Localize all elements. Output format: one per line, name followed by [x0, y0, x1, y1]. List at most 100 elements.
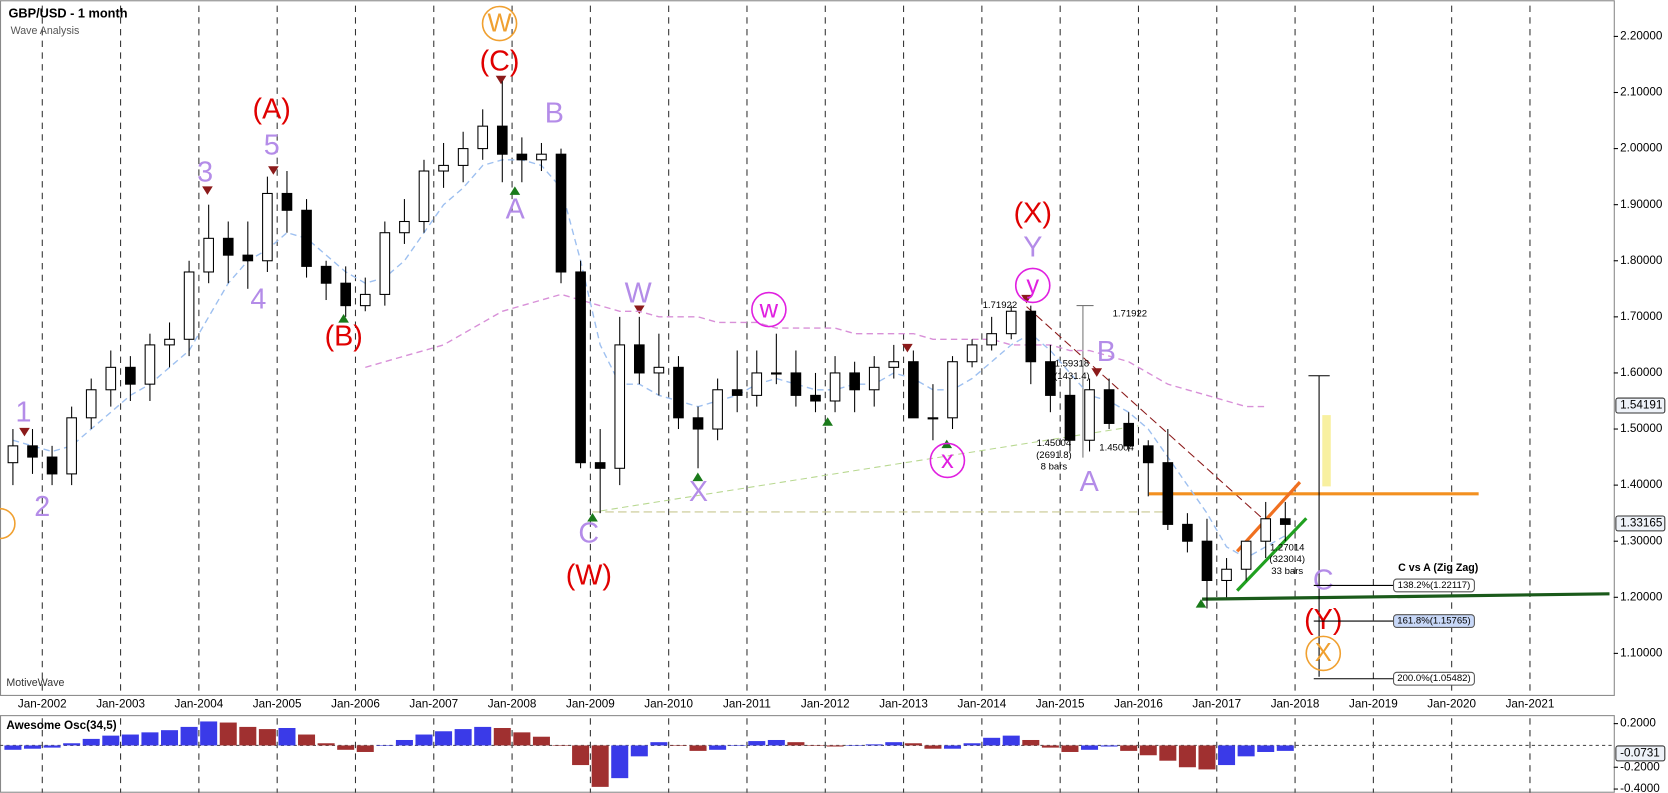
candle-body [614, 344, 626, 469]
oscillator-bar [1276, 745, 1294, 751]
oscillator-bar [963, 743, 981, 746]
wave-label: (A) [253, 94, 291, 126]
y-tick-label: 1.20000 [1620, 590, 1663, 603]
oscillator-bar [1159, 745, 1177, 761]
candle-body [66, 417, 77, 475]
oscillator-bar [846, 745, 864, 746]
oscillator-bar [924, 745, 942, 749]
oscillator-bar [141, 732, 159, 746]
candle-body [731, 389, 743, 396]
candle-body [359, 293, 371, 307]
wave-circle [481, 5, 518, 42]
price-box [1615, 515, 1666, 532]
wave-label: W [625, 278, 653, 310]
y-tick-label: 1.80000 [1620, 254, 1663, 267]
candle-body [222, 237, 234, 256]
oscillator-bar [591, 745, 609, 787]
fib-box [1393, 614, 1475, 628]
candle-body [575, 271, 586, 464]
measure-note: 1.59318 [1055, 358, 1090, 369]
chart-title: GBP/USD - 1 month [9, 5, 128, 20]
oscillator-bar [435, 731, 453, 746]
x-tick-label: Jan-2006 [331, 698, 380, 711]
measure-note: 1.71922 [983, 300, 1018, 311]
candle-body [947, 361, 958, 419]
oscillator-title: Awesome Osc(34,5) [6, 719, 116, 732]
y-tick-label: 1.40000 [1620, 478, 1663, 491]
y-tick-label: 2.20000 [1620, 30, 1663, 43]
oscillator-bar [532, 736, 550, 746]
x-tick-label: Jan-2009 [566, 698, 615, 711]
oscillator-bar [572, 745, 590, 766]
wave-label: (W) [566, 560, 612, 592]
measure-note: 33 bars [1271, 566, 1303, 577]
oscillator-bar [806, 745, 824, 746]
wave-label: C [1313, 565, 1334, 597]
osc-value-label: -0.0731 [1620, 747, 1660, 760]
candle-body [1182, 523, 1193, 542]
candle-body [771, 372, 782, 375]
candle-body [7, 445, 19, 464]
oscillator-bar [1237, 745, 1255, 757]
oscillator-bar [258, 729, 276, 746]
oscillator-bar [1218, 745, 1236, 766]
oscillator-bar [102, 735, 120, 746]
candle-body [594, 462, 606, 469]
chart-subtitle: Wave Analysis [11, 25, 80, 37]
x-tick-label: Jan-2017 [1192, 698, 1241, 711]
oscillator-bar [219, 722, 237, 746]
candle-body [183, 271, 195, 340]
candle-body [751, 372, 763, 396]
x-tick-label: Jan-2007 [409, 698, 458, 711]
measure-note: (2691.8) [1036, 450, 1072, 461]
oscillator-bar [337, 745, 355, 750]
trend-dashed [600, 425, 1139, 512]
oscillator-bar [1178, 745, 1196, 768]
oscillator-bar [1139, 745, 1157, 756]
candle-body [1084, 389, 1095, 441]
candle-body [1201, 540, 1213, 582]
candle-body [1123, 422, 1135, 447]
candle-body [849, 372, 860, 391]
oscillator-bar [552, 745, 570, 746]
x-tick-label: Jan-2003 [96, 698, 145, 711]
oscillator-bar [630, 745, 648, 757]
oscillator-panel [0, 715, 1615, 793]
wave-label: A [1080, 466, 1100, 498]
wave-label: (C) [480, 45, 520, 77]
channel-upper [1235, 481, 1302, 553]
oscillator-bar [1120, 745, 1138, 751]
candle-body [438, 164, 449, 172]
measure-note: 1.27014 [1270, 542, 1305, 553]
candle-body [340, 282, 352, 307]
wave-circle [1305, 635, 1342, 672]
edge-wave-circle [0, 507, 16, 540]
moving-average [365, 293, 1266, 408]
oscillator-bar [1061, 745, 1079, 752]
drawings [0, 75, 1610, 677]
measure-note: 1.71922 [1113, 309, 1148, 320]
oscillator-bar [180, 726, 198, 746]
oscillator-bar [1198, 745, 1216, 770]
wave-circle [929, 442, 966, 479]
oscillator-bar [748, 741, 766, 746]
oscillator-bar [1002, 735, 1020, 746]
candle-body [418, 170, 430, 223]
wave-label: 5 [264, 129, 280, 161]
measure-note: 8 bars [1041, 462, 1068, 473]
x-tick-label: Jan-2005 [253, 698, 302, 711]
candle-body [927, 417, 939, 420]
candle-body [1162, 462, 1174, 525]
wave-circle [1014, 267, 1051, 304]
candle-body [908, 361, 919, 419]
fib-box [1393, 671, 1475, 686]
measure-note: (1431.4) [1054, 371, 1090, 382]
candle-body [888, 361, 900, 368]
x-tick-label: Jan-2010 [644, 698, 693, 711]
x-tick-label: Jan-2011 [723, 698, 771, 711]
candle-body [46, 456, 58, 475]
fib-box [1393, 578, 1475, 593]
support-line [1202, 592, 1610, 601]
x-tick-label: Jan-2016 [1114, 698, 1163, 711]
